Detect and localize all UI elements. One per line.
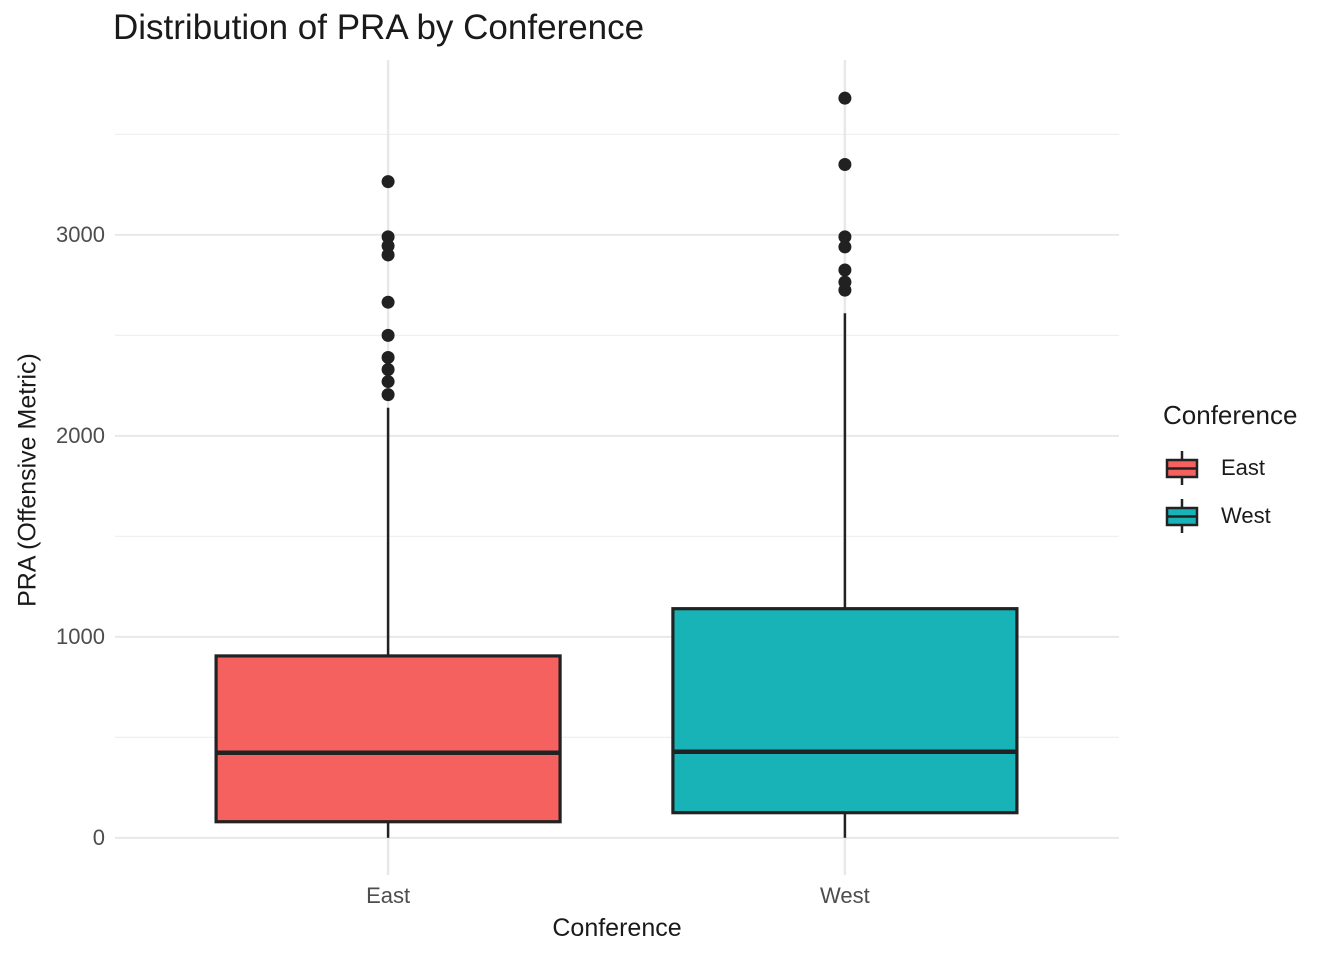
west-outlier-point — [838, 230, 852, 244]
east-box — [214, 654, 562, 824]
east-outlier-point — [381, 350, 395, 364]
west-outlier-point — [838, 263, 852, 277]
east-outlier-point — [381, 295, 395, 309]
x-tick-label-east: East — [366, 883, 411, 908]
x-axis-title: Conference — [552, 914, 682, 942]
legend: Conference East West — [1163, 400, 1297, 545]
east-outlier-point — [381, 230, 395, 244]
legend-key-boxplot-icon — [1165, 499, 1199, 533]
legend-items: East West — [1163, 449, 1297, 545]
legend-title: Conference — [1163, 400, 1298, 430]
east-outlier-point — [381, 375, 395, 389]
east-outlier-point — [381, 328, 395, 342]
y-tick-label-1000: 1000 — [56, 623, 105, 649]
legend-label-east: East — [1221, 455, 1266, 480]
y-tick-label-0: 0 — [92, 824, 105, 850]
y-tick-label-2000: 2000 — [56, 422, 105, 448]
east-outlier-point — [381, 388, 395, 402]
legend-item-east: East — [1163, 449, 1297, 487]
legend-item-west: West — [1163, 497, 1297, 535]
east-outlier-point — [381, 175, 395, 189]
plot-panel — [115, 60, 1119, 875]
east-outlier-point — [381, 363, 395, 377]
legend-label-west: West — [1221, 503, 1271, 528]
legend-key-boxplot-icon — [1165, 451, 1199, 485]
west-outlier-point — [838, 158, 852, 172]
x-tick-label-west: West — [820, 883, 870, 908]
east-outlier-point — [381, 248, 395, 262]
west-outlier-point — [838, 240, 852, 254]
east-outlier-point — [381, 239, 395, 253]
west-outlier-point — [838, 275, 852, 289]
y-tick-label-3000: 3000 — [56, 221, 105, 247]
west-outlier-point — [838, 91, 852, 105]
west-box — [671, 607, 1019, 815]
y-axis-title: PRA (Offensive Metric) — [13, 353, 42, 607]
chart-title: Distribution of PRA by Conference — [113, 8, 645, 47]
